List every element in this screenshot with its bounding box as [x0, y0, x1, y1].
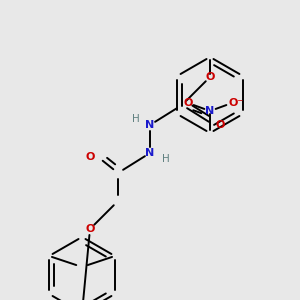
Text: H: H	[132, 114, 140, 124]
Text: O⁻: O⁻	[228, 98, 244, 108]
Text: O: O	[85, 152, 95, 162]
Text: N: N	[146, 120, 154, 130]
Text: O: O	[183, 98, 193, 108]
Text: O: O	[85, 224, 95, 234]
Text: H: H	[162, 154, 170, 164]
Text: O: O	[215, 120, 225, 130]
Text: N: N	[146, 148, 154, 158]
Text: N: N	[206, 106, 214, 116]
Text: O: O	[205, 72, 215, 82]
